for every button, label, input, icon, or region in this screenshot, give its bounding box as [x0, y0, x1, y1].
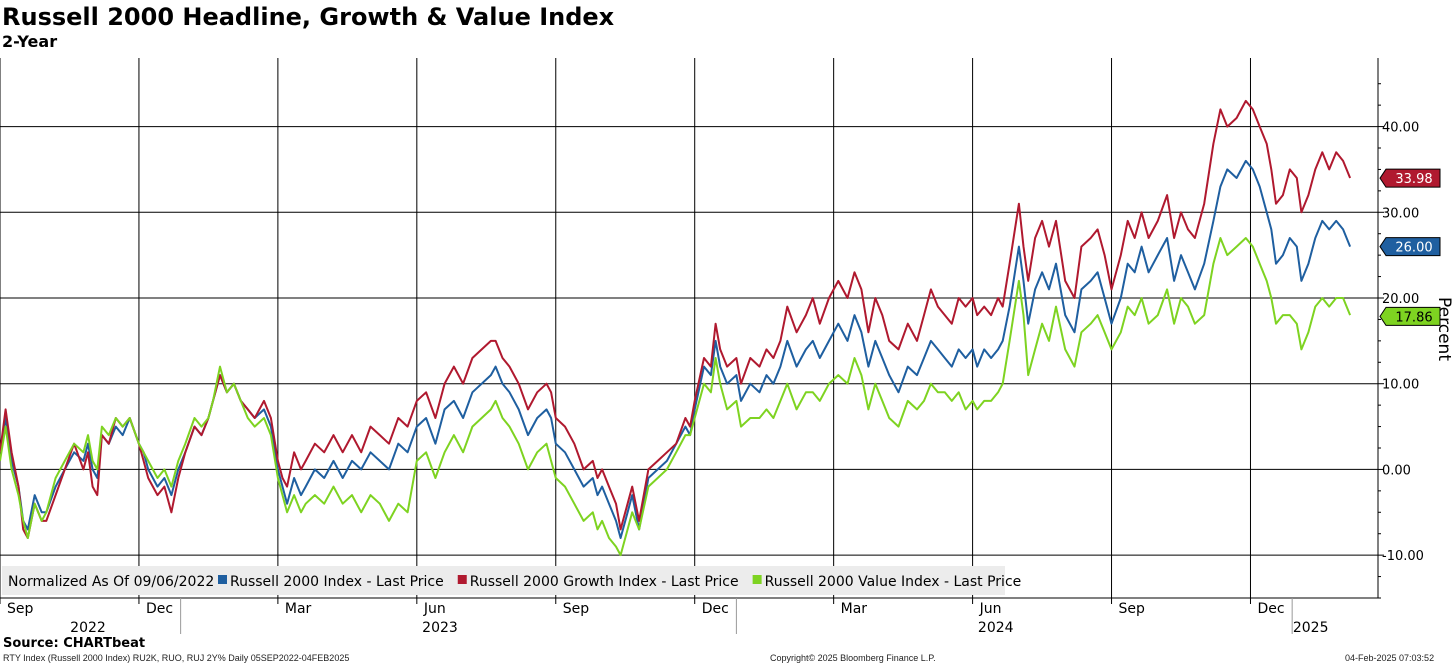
x-month-label: Mar	[841, 601, 868, 617]
timestamp: 04-Feb-2025 07:03:52	[1345, 653, 1435, 663]
x-month-label: Jun	[979, 601, 1002, 617]
legend-swatch-1	[218, 575, 227, 584]
last-price-label: 26.00	[1395, 241, 1432, 256]
last-price-label: 17.86	[1395, 310, 1432, 325]
y-axis-title: Percent	[1434, 297, 1454, 361]
last-price-label: 33.98	[1395, 172, 1432, 187]
x-month-label: Dec	[702, 601, 729, 617]
legend-swatch-3	[752, 575, 762, 584]
x-month-label: Dec	[1257, 601, 1284, 617]
legend-box	[2, 566, 1005, 595]
x-year-label: 2022	[70, 620, 106, 636]
x-year-label: 2023	[422, 620, 458, 636]
legend-swatch-2	[457, 575, 467, 584]
x-month-label: Sep	[7, 601, 34, 617]
last-price-tag	[1379, 168, 1441, 188]
source-note: Source: CHARTbeat	[3, 636, 146, 651]
x-month-label: Jun	[423, 601, 446, 617]
y-tick-label: 0.00	[1382, 463, 1411, 478]
chart-subtitle: 2-Year	[2, 32, 58, 51]
legend-label-3: Russell 2000 Value Index - Last Price	[765, 574, 1022, 590]
x-month-label: Mar	[285, 601, 312, 617]
legend-label-2: Russell 2000 Growth Index - Last Price	[470, 574, 739, 590]
legend-prefix: Normalized As Of 09/06/2022	[8, 574, 214, 590]
copyright-note: Copyright© 2025 Bloomberg Finance L.P.	[770, 653, 936, 663]
last-price-tag	[1379, 306, 1441, 326]
series-line-2	[0, 99, 1352, 539]
series-line-1	[0, 159, 1352, 539]
ticker-line: RTY Index (Russell 2000 Index) RU2K, RUO…	[3, 653, 350, 663]
last-price-tag	[1379, 237, 1441, 257]
series-line-3	[0, 237, 1352, 557]
legend-label-1: Russell 2000 Index - Last Price	[230, 574, 444, 590]
y-tick-label: 10.00	[1382, 378, 1419, 393]
x-month-label: Sep	[563, 601, 590, 617]
x-month-label: Dec	[146, 601, 173, 617]
y-tick-label: 40.00	[1382, 121, 1419, 136]
x-year-label: 2024	[978, 620, 1014, 636]
y-tick-label: -10.00	[1382, 549, 1424, 564]
x-year-label: 2025	[1293, 620, 1329, 636]
chart-title: Russell 2000 Headline, Growth & Value In…	[2, 3, 615, 31]
y-tick-label: 20.00	[1382, 292, 1419, 307]
x-month-label: Sep	[1119, 601, 1146, 617]
y-tick-label: 30.00	[1382, 206, 1419, 221]
